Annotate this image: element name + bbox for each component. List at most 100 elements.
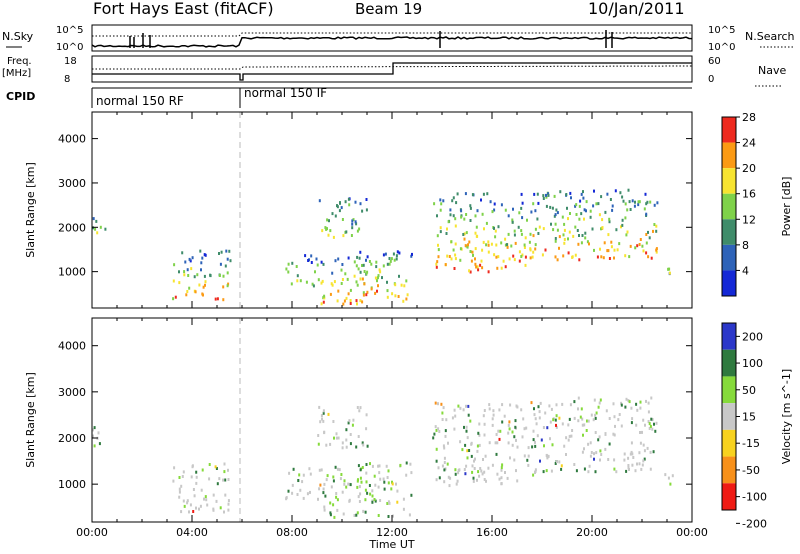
echo-cell <box>580 192 583 196</box>
echo-cell <box>297 479 300 482</box>
echo-cell <box>227 282 230 286</box>
echo-cell <box>478 474 481 478</box>
echo-cell <box>322 491 325 495</box>
echo-cell <box>355 264 358 268</box>
echo-cell <box>223 462 226 466</box>
echo-cell <box>335 492 338 495</box>
echo-cell <box>650 256 653 260</box>
echo-cell <box>579 199 582 203</box>
echo-cell <box>615 228 618 232</box>
echo-cell <box>355 299 358 303</box>
station-title: Fort Hays East (fitACF) <box>93 0 274 18</box>
echo-cell <box>514 425 517 429</box>
echo-cell <box>443 468 446 472</box>
echo-cell <box>630 421 633 425</box>
echo-cell <box>593 189 595 193</box>
echo-cell <box>631 199 634 203</box>
echo-cell <box>624 405 627 409</box>
echo-cell <box>410 471 413 475</box>
echo-cell <box>441 411 444 415</box>
echo-cell <box>639 400 642 404</box>
echo-cell <box>526 218 528 222</box>
echo-cell <box>529 256 532 260</box>
x-tick-label: 12:00 <box>376 526 408 539</box>
echo-cell <box>358 500 361 503</box>
echo-cell <box>389 259 392 263</box>
echo-cell <box>477 268 480 272</box>
echo-cell <box>528 240 531 244</box>
echo-cell <box>436 234 439 238</box>
echo-cell <box>554 222 557 226</box>
echo-cell <box>468 449 471 452</box>
echo-cell <box>476 209 479 213</box>
echo-cell <box>438 430 441 433</box>
echo-cell <box>507 232 510 236</box>
echo-cell <box>590 413 593 417</box>
echo-cell <box>469 270 472 274</box>
echo-cell <box>511 218 514 222</box>
echo-cell <box>576 229 579 232</box>
echo-cell <box>318 487 321 491</box>
echo-cell <box>365 208 368 212</box>
echo-cell <box>508 427 511 431</box>
echo-cell <box>493 202 496 206</box>
echo-cell <box>351 423 354 427</box>
echo-cell <box>471 464 474 468</box>
echo-cell <box>577 396 580 400</box>
echo-cell <box>626 230 629 234</box>
echo-cell <box>578 204 581 208</box>
echo-cell <box>650 396 653 400</box>
echo-cell <box>219 506 222 510</box>
echo-cell <box>378 471 381 475</box>
echo-cell <box>341 490 344 494</box>
echo-cell <box>186 499 189 503</box>
echo-cell <box>322 411 325 415</box>
echo-cell <box>480 259 483 263</box>
echo-cell <box>494 441 497 445</box>
echo-cell <box>499 429 502 433</box>
echo-cell <box>594 431 597 434</box>
echo-cell <box>501 420 504 424</box>
echo-cell <box>463 468 466 471</box>
echo-cell <box>387 469 390 473</box>
echo-cell <box>369 462 371 466</box>
echo-cell <box>376 279 378 283</box>
echo-cell <box>483 409 486 412</box>
echo-cell <box>506 245 509 249</box>
echo-cell <box>459 258 462 262</box>
echo-cell <box>356 255 359 259</box>
echo-cell <box>595 411 598 415</box>
echo-cell <box>502 259 505 263</box>
echo-cell <box>456 192 459 196</box>
echo-cell <box>613 415 616 419</box>
echo-cell <box>312 284 315 288</box>
echo-cell <box>439 230 442 234</box>
echo-cell <box>388 501 391 505</box>
echo-cell <box>347 482 350 486</box>
echo-cell <box>567 237 569 241</box>
echo-cell <box>314 270 316 274</box>
echo-cell <box>669 482 672 486</box>
echo-cell <box>625 397 628 401</box>
echo-cell <box>370 287 373 291</box>
echo-cell <box>226 271 229 275</box>
echo-cell <box>534 444 537 448</box>
echo-cell <box>441 464 444 468</box>
echo-cell <box>451 416 454 420</box>
echo-cell <box>329 292 332 296</box>
echo-cell <box>559 190 562 194</box>
echo-cell <box>352 418 355 422</box>
echo-cell <box>362 291 365 295</box>
echo-cell <box>550 407 553 411</box>
echo-cell <box>608 217 611 221</box>
echo-cell <box>479 467 482 470</box>
echo-cell <box>642 249 645 253</box>
echo-cell <box>341 441 344 445</box>
echo-cell <box>649 424 652 428</box>
echo-cell <box>488 403 491 407</box>
echo-cell <box>479 263 482 267</box>
echo-cell <box>200 261 203 265</box>
echo-cell <box>554 462 557 465</box>
echo-cell <box>523 454 526 458</box>
